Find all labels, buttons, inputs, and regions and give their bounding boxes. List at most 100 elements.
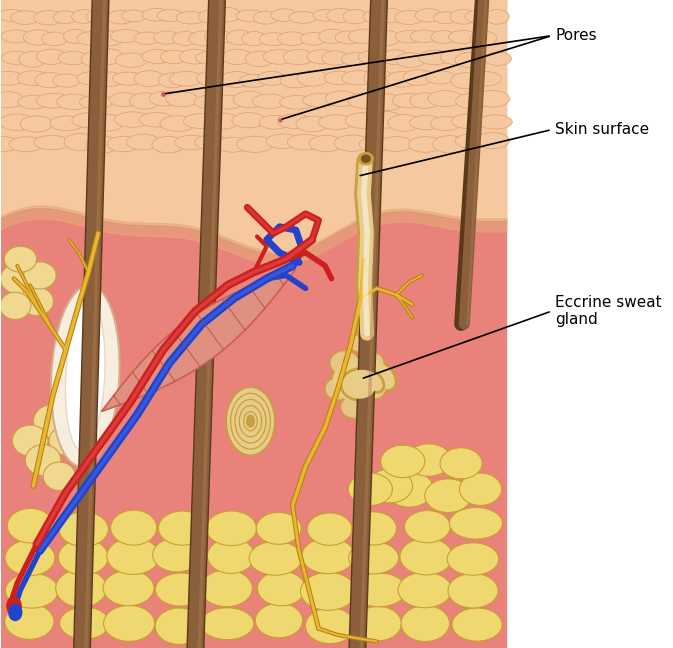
Ellipse shape	[213, 7, 241, 22]
Ellipse shape	[460, 473, 501, 505]
Ellipse shape	[176, 12, 205, 24]
Ellipse shape	[450, 10, 476, 24]
Ellipse shape	[110, 93, 139, 106]
Ellipse shape	[388, 115, 421, 132]
Ellipse shape	[371, 30, 400, 45]
Ellipse shape	[406, 444, 452, 476]
Ellipse shape	[470, 31, 497, 46]
Ellipse shape	[59, 51, 87, 65]
Ellipse shape	[196, 51, 228, 65]
Ellipse shape	[207, 538, 254, 573]
Ellipse shape	[358, 51, 386, 64]
Ellipse shape	[107, 136, 139, 152]
Ellipse shape	[256, 513, 302, 544]
Ellipse shape	[199, 10, 225, 23]
Ellipse shape	[86, 10, 112, 23]
Ellipse shape	[79, 95, 112, 109]
Ellipse shape	[433, 12, 458, 23]
Ellipse shape	[43, 462, 75, 491]
Ellipse shape	[373, 94, 403, 111]
Ellipse shape	[297, 71, 328, 86]
Ellipse shape	[428, 91, 463, 106]
Ellipse shape	[240, 75, 267, 87]
Ellipse shape	[94, 115, 123, 131]
Ellipse shape	[322, 51, 348, 65]
Ellipse shape	[259, 32, 287, 45]
Ellipse shape	[7, 597, 21, 615]
Ellipse shape	[448, 30, 477, 43]
Ellipse shape	[396, 52, 425, 67]
Ellipse shape	[205, 30, 232, 44]
Ellipse shape	[81, 52, 107, 67]
Ellipse shape	[17, 71, 48, 86]
Ellipse shape	[0, 137, 20, 152]
Ellipse shape	[160, 116, 196, 132]
Ellipse shape	[1, 30, 31, 43]
Ellipse shape	[149, 91, 182, 106]
Ellipse shape	[110, 510, 157, 545]
Ellipse shape	[448, 573, 498, 608]
Ellipse shape	[201, 570, 252, 607]
Polygon shape	[1, 0, 507, 255]
Ellipse shape	[381, 445, 425, 478]
Text: Pores: Pores	[555, 28, 597, 43]
Ellipse shape	[107, 538, 160, 575]
Ellipse shape	[194, 95, 226, 109]
Ellipse shape	[376, 8, 403, 23]
Ellipse shape	[349, 473, 392, 505]
Ellipse shape	[324, 71, 353, 85]
Ellipse shape	[1, 263, 38, 294]
Ellipse shape	[415, 8, 441, 22]
Text: Skin surface: Skin surface	[555, 122, 649, 137]
Ellipse shape	[20, 116, 52, 132]
Ellipse shape	[107, 10, 134, 24]
Ellipse shape	[361, 156, 370, 163]
Ellipse shape	[34, 10, 63, 25]
Ellipse shape	[303, 93, 338, 108]
Ellipse shape	[166, 92, 198, 107]
Ellipse shape	[56, 570, 106, 607]
Ellipse shape	[410, 115, 444, 130]
Ellipse shape	[71, 10, 97, 23]
Ellipse shape	[380, 137, 413, 152]
Ellipse shape	[226, 30, 252, 45]
Ellipse shape	[246, 415, 254, 427]
Ellipse shape	[201, 608, 254, 640]
Ellipse shape	[319, 29, 345, 43]
Ellipse shape	[258, 571, 305, 606]
Ellipse shape	[341, 395, 367, 419]
Ellipse shape	[398, 572, 452, 608]
Ellipse shape	[155, 608, 203, 644]
Ellipse shape	[110, 30, 141, 43]
Ellipse shape	[42, 32, 68, 46]
Ellipse shape	[252, 94, 287, 108]
Ellipse shape	[36, 93, 71, 108]
Ellipse shape	[470, 71, 501, 86]
Ellipse shape	[452, 608, 502, 641]
Ellipse shape	[485, 10, 509, 24]
Ellipse shape	[0, 91, 24, 108]
Ellipse shape	[188, 31, 217, 46]
Ellipse shape	[216, 137, 250, 152]
Ellipse shape	[4, 246, 36, 272]
Ellipse shape	[57, 94, 90, 110]
Ellipse shape	[220, 71, 253, 87]
Ellipse shape	[213, 95, 243, 109]
Ellipse shape	[53, 74, 80, 87]
Ellipse shape	[53, 11, 78, 23]
Ellipse shape	[345, 113, 378, 128]
Ellipse shape	[419, 50, 451, 65]
Ellipse shape	[7, 509, 53, 543]
Ellipse shape	[127, 134, 160, 150]
Ellipse shape	[115, 53, 147, 67]
Ellipse shape	[280, 74, 312, 88]
Ellipse shape	[382, 50, 409, 65]
Ellipse shape	[122, 10, 146, 22]
Ellipse shape	[59, 512, 108, 546]
Ellipse shape	[135, 32, 161, 45]
Ellipse shape	[77, 32, 102, 45]
Ellipse shape	[455, 52, 487, 68]
Ellipse shape	[155, 573, 206, 606]
Ellipse shape	[253, 11, 279, 24]
Ellipse shape	[172, 32, 198, 45]
